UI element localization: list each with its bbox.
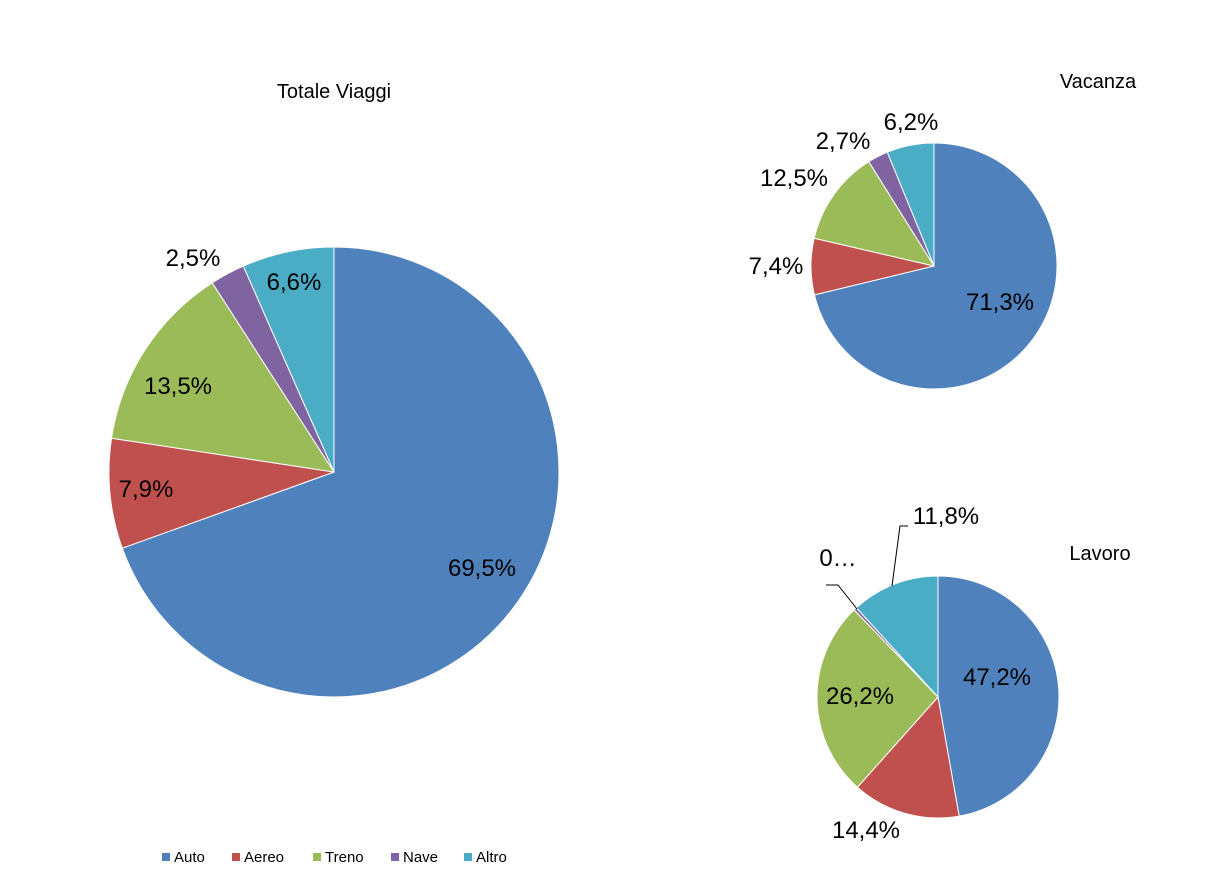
data-label-aereo: 7,9% bbox=[119, 476, 174, 503]
data-label-nave: 2,7% bbox=[816, 128, 871, 155]
legend-swatch bbox=[232, 853, 240, 861]
data-label-altro: 11,8% bbox=[913, 503, 979, 530]
slice-altro bbox=[855, 575, 939, 699]
legend-item-altro: Altro bbox=[464, 849, 507, 866]
legend-label: Altro bbox=[476, 849, 507, 866]
data-label-auto: 71,3% bbox=[966, 289, 1034, 316]
data-label-auto: 69,5% bbox=[448, 555, 516, 582]
legend-label: Nave bbox=[403, 849, 438, 866]
slice-auto bbox=[813, 142, 1058, 390]
data-label-auto: 47,2% bbox=[963, 664, 1031, 691]
legend-item-aereo: Aereo bbox=[232, 849, 284, 866]
data-label-treno: 13,5% bbox=[144, 373, 212, 400]
legend-label: Treno bbox=[325, 849, 364, 866]
legend-label: Aereo bbox=[244, 849, 284, 866]
legend-swatch bbox=[464, 853, 472, 861]
legend: Auto Aereo Treno Nave Altro bbox=[162, 849, 507, 866]
chart-title: Lavoro bbox=[1069, 543, 1130, 565]
legend-swatch bbox=[313, 853, 321, 861]
chart-title: Totale Viaggi bbox=[277, 81, 391, 103]
chart-title: Vacanza bbox=[1060, 71, 1137, 93]
slice-altro bbox=[242, 246, 335, 473]
legend-swatch bbox=[391, 853, 399, 861]
data-label-altro: 6,2% bbox=[884, 109, 939, 136]
data-label-nave: 2,5% bbox=[166, 245, 221, 272]
data-label-nave: 0… bbox=[819, 545, 856, 572]
pie-totale-viaggi: 69,5% 7,9% 13,5% 2,5% 6,6% Totale Viaggi bbox=[108, 81, 560, 698]
slice-treno bbox=[110, 282, 336, 473]
slice-aereo bbox=[856, 695, 960, 819]
slice-treno bbox=[813, 161, 936, 267]
pie-vacanza: 71,3% 7,4% 12,5% 2,7% 6,2% Vacanza bbox=[749, 71, 1137, 390]
leader-line-nave bbox=[826, 584, 858, 610]
data-label-treno: 12,5% bbox=[760, 165, 828, 192]
leader-lines bbox=[826, 525, 908, 610]
slice-aereo bbox=[108, 437, 335, 549]
slice-treno bbox=[816, 609, 939, 788]
slice-auto bbox=[121, 246, 560, 698]
legend-item-nave: Nave bbox=[391, 849, 438, 866]
slice-auto bbox=[937, 575, 1060, 817]
legend-item-treno: Treno bbox=[313, 849, 364, 866]
data-label-treno: 26,2% bbox=[826, 683, 894, 710]
legend-swatch bbox=[162, 853, 170, 861]
slice-altro bbox=[886, 142, 935, 267]
data-label-aereo: 14,4% bbox=[832, 817, 900, 844]
legend-item-auto: Auto bbox=[162, 849, 205, 866]
pie-lavoro: 47,2% 14,4% 26,2% 0… 11,8% Lavoro bbox=[816, 503, 1131, 844]
legend-label: Auto bbox=[174, 849, 205, 866]
data-label-aereo: 7,4% bbox=[749, 253, 804, 280]
data-label-altro: 6,6% bbox=[267, 269, 322, 296]
leader-line-altro bbox=[891, 525, 908, 587]
